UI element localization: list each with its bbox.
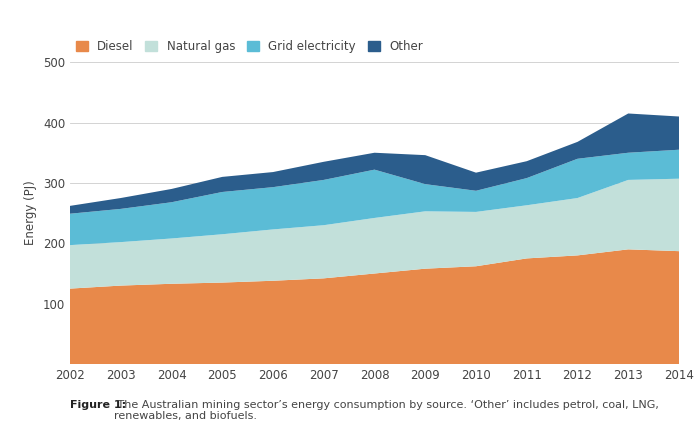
Text: Figure 1:: Figure 1: [70, 400, 126, 410]
Y-axis label: Energy (PJ): Energy (PJ) [25, 181, 37, 246]
Legend: Diesel, Natural gas, Grid electricity, Other: Diesel, Natural gas, Grid electricity, O… [76, 40, 423, 53]
Text: The Australian mining sector’s energy consumption by source. ‘Other’ includes pe: The Australian mining sector’s energy co… [114, 400, 659, 421]
